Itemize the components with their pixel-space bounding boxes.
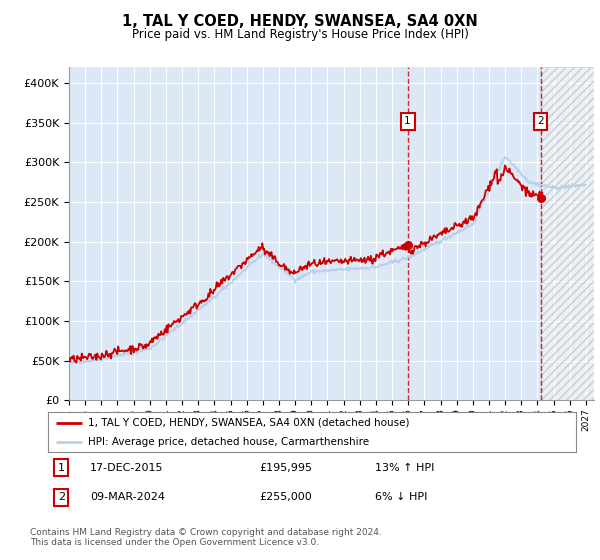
Text: 1, TAL Y COED, HENDY, SWANSEA, SA4 0XN: 1, TAL Y COED, HENDY, SWANSEA, SA4 0XN	[122, 14, 478, 29]
Text: £195,995: £195,995	[259, 463, 312, 473]
Text: 1, TAL Y COED, HENDY, SWANSEA, SA4 0XN (detached house): 1, TAL Y COED, HENDY, SWANSEA, SA4 0XN (…	[88, 418, 409, 428]
Text: 1: 1	[58, 463, 65, 473]
Text: 2: 2	[537, 116, 544, 126]
Text: 17-DEC-2015: 17-DEC-2015	[90, 463, 164, 473]
Bar	[541, 67, 594, 400]
Text: £255,000: £255,000	[259, 492, 312, 502]
Text: HPI: Average price, detached house, Carmarthenshire: HPI: Average price, detached house, Carm…	[88, 437, 369, 447]
Text: 6% ↓ HPI: 6% ↓ HPI	[376, 492, 428, 502]
Text: 1: 1	[404, 116, 411, 126]
Text: 09-MAR-2024: 09-MAR-2024	[90, 492, 165, 502]
Text: Contains HM Land Registry data © Crown copyright and database right 2024.
This d: Contains HM Land Registry data © Crown c…	[30, 528, 382, 547]
Bar	[541, 67, 594, 400]
Text: 13% ↑ HPI: 13% ↑ HPI	[376, 463, 435, 473]
Text: Price paid vs. HM Land Registry's House Price Index (HPI): Price paid vs. HM Land Registry's House …	[131, 28, 469, 41]
Text: 2: 2	[58, 492, 65, 502]
